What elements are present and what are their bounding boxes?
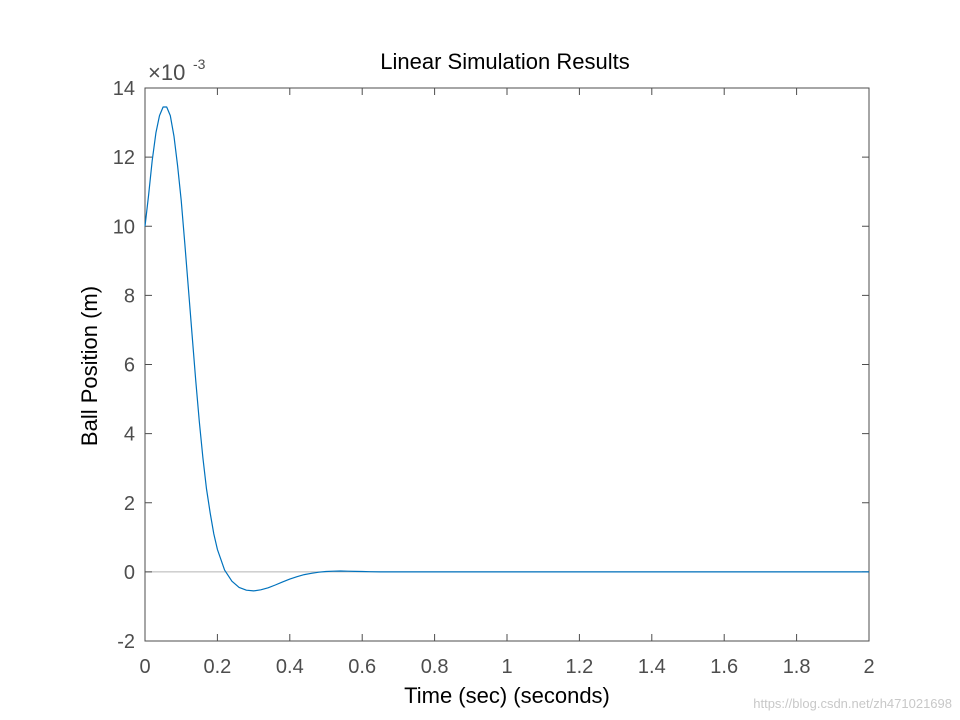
- x-tick-label: 0: [139, 656, 150, 678]
- y-tick-label: 6: [124, 355, 135, 377]
- x-tick-label: 1.6: [710, 656, 738, 678]
- x-axis-label: Time (sec) (seconds): [404, 683, 610, 708]
- y-tick-label: 12: [113, 147, 135, 169]
- axes-box: [144, 87, 870, 642]
- x-tick-label: 1.2: [565, 656, 593, 678]
- y-axis-label: Ball Position (m): [77, 286, 102, 446]
- y-tick-label: 10: [113, 216, 135, 238]
- watermark: https://blog.csdn.net/zh471021698: [753, 696, 952, 711]
- x-tick-label: 0.4: [276, 656, 304, 678]
- y-tick-label: 14: [113, 78, 135, 100]
- x-tick-label: 0.8: [421, 656, 449, 678]
- y-tick-label: 8: [124, 285, 135, 307]
- y-tick-label: 2: [124, 493, 135, 515]
- y-tick-label: -2: [117, 631, 135, 653]
- y-exponent-power: -3: [193, 56, 206, 72]
- y-exponent-label: ×10 -3: [148, 56, 206, 85]
- x-tick-label: 2: [863, 656, 874, 678]
- y-tick-label: 4: [124, 424, 135, 446]
- x-tick-label: 1: [501, 656, 512, 678]
- x-tick-label: 1.4: [638, 656, 666, 678]
- x-tick-label: 0.2: [203, 656, 231, 678]
- chart-title: Linear Simulation Results: [380, 49, 629, 74]
- x-tick-label: 1.8: [783, 656, 811, 678]
- y-tick-label: 0: [124, 562, 135, 584]
- x-tick-label: 0.6: [348, 656, 376, 678]
- series-line: [144, 106, 869, 592]
- y-exponent-base: ×10: [148, 60, 185, 85]
